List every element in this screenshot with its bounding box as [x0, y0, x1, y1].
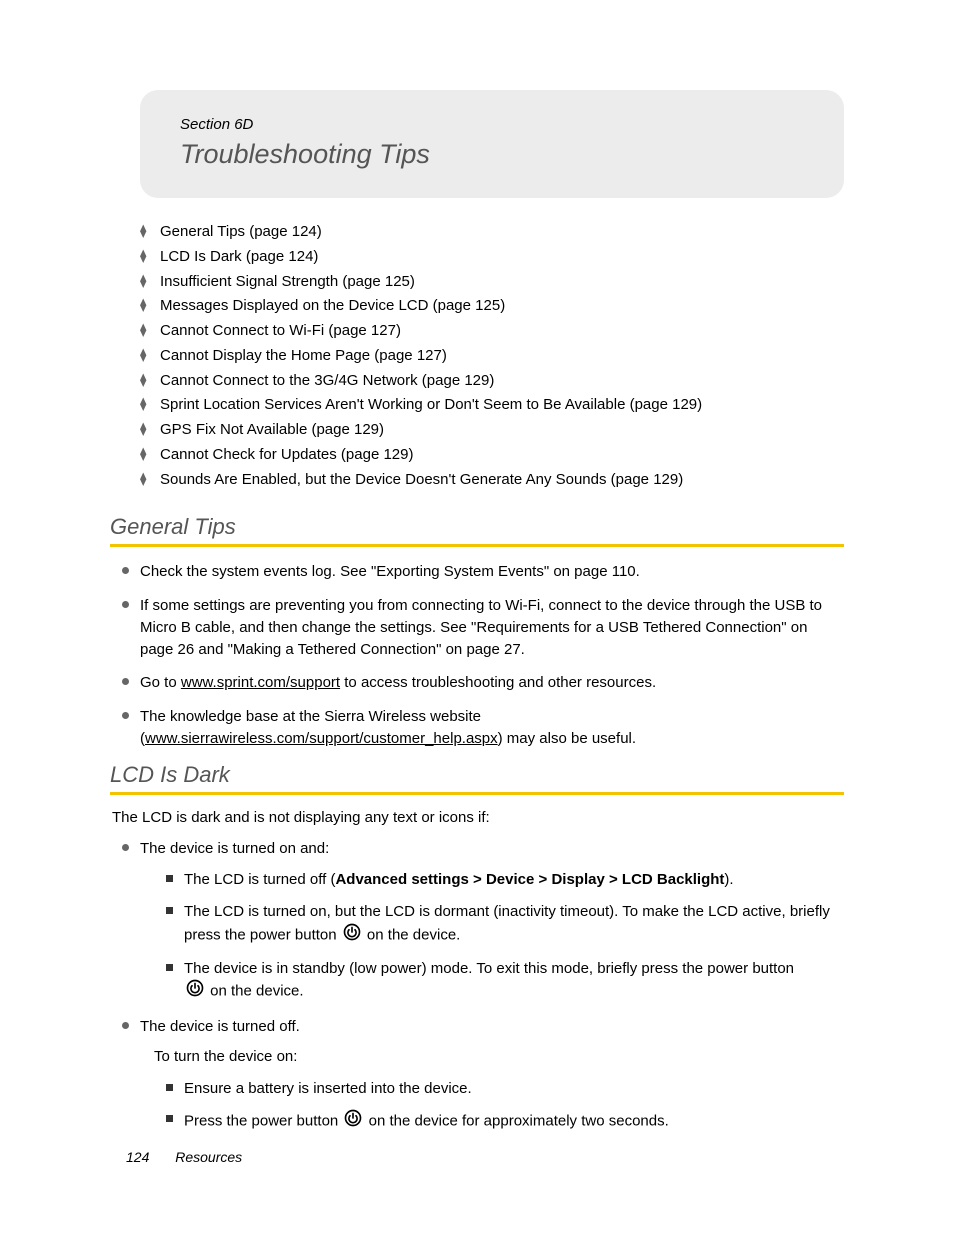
bold-text: Device — [486, 871, 534, 888]
text: The device is in standby (low power) mod… — [184, 960, 794, 977]
list-item: The LCD is turned off (Advanced settings… — [170, 869, 844, 891]
toc-item[interactable]: Cannot Connect to Wi-Fi (page 127) — [158, 319, 844, 344]
toc-item[interactable]: Cannot Display the Home Page (page 127) — [158, 344, 844, 369]
toc-item[interactable]: Messages Displayed on the Device LCD (pa… — [158, 294, 844, 319]
text: to access troubleshooting and other reso… — [340, 674, 656, 691]
toc-item[interactable]: GPS Fix Not Available (page 129) — [158, 418, 844, 443]
heading-general-tips: General Tips — [110, 514, 844, 547]
page-number: 124 — [126, 1149, 149, 1165]
toc-item[interactable]: Sprint Location Services Aren't Working … — [158, 393, 844, 418]
section-label: Section 6D — [180, 116, 804, 133]
text: Press the power button — [184, 1113, 342, 1130]
power-icon — [344, 1109, 362, 1134]
link-sierra-wireless[interactable]: www.sierrawireless.com/support/customer_… — [145, 730, 498, 747]
text: Go to — [140, 674, 181, 691]
text: The device is turned on and: — [140, 840, 329, 857]
list-item: Press the power button on the device for… — [170, 1109, 844, 1134]
section-header: Section 6D Troubleshooting Tips — [140, 90, 844, 198]
toc-item[interactable]: Sounds Are Enabled, but the Device Doesn… — [158, 468, 844, 493]
section-title: Troubleshooting Tips — [180, 139, 804, 170]
text: on the device. — [206, 983, 304, 1000]
lcd-off-intro: To turn the device on: — [154, 1046, 844, 1068]
text: The device is turned off. — [140, 1018, 300, 1035]
list-item: The knowledge base at the Sierra Wireles… — [126, 706, 844, 750]
bold-text: > — [534, 871, 551, 888]
general-tips-list: Check the system events log. See "Export… — [126, 561, 844, 749]
bold-text: LCD Backlight — [622, 871, 725, 888]
list-item: The device is turned on and: The LCD is … — [126, 838, 844, 1005]
toc-list: General Tips (page 124) LCD Is Dark (pag… — [158, 220, 844, 492]
bold-text: > — [469, 871, 486, 888]
text: ) may also be useful. — [498, 730, 636, 747]
lcd-off-sublist: Ensure a battery is inserted into the de… — [170, 1078, 844, 1135]
list-item: The LCD is turned on, but the LCD is dor… — [170, 901, 844, 948]
list-item: Ensure a battery is inserted into the de… — [170, 1078, 844, 1100]
list-item: If some settings are preventing you from… — [126, 595, 844, 660]
heading-lcd-dark: LCD Is Dark — [110, 762, 844, 795]
toc-item[interactable]: LCD Is Dark (page 124) — [158, 245, 844, 270]
text: The LCD is turned on, but the LCD is dor… — [184, 903, 830, 943]
toc-item[interactable]: General Tips (page 124) — [158, 220, 844, 245]
bold-text: Advanced settings — [335, 871, 468, 888]
text: on the device. — [363, 926, 461, 943]
page-footer: 124 Resources — [126, 1149, 242, 1165]
text: on the device for approximately two seco… — [364, 1113, 668, 1130]
toc-item[interactable]: Cannot Connect to the 3G/4G Network (pag… — [158, 369, 844, 394]
lcd-list: The device is turned on and: The LCD is … — [126, 838, 844, 1135]
toc-item[interactable]: Insufficient Signal Strength (page 125) — [158, 270, 844, 295]
lcd-intro: The LCD is dark and is not displaying an… — [112, 809, 844, 826]
lcd-on-sublist: The LCD is turned off (Advanced settings… — [170, 869, 844, 1004]
footer-label: Resources — [175, 1149, 242, 1165]
link-sprint-support[interactable]: www.sprint.com/support — [181, 674, 340, 691]
list-item: The device is turned off. To turn the de… — [126, 1016, 844, 1134]
text: The LCD is turned off ( — [184, 871, 335, 888]
list-item: Go to www.sprint.com/support to access t… — [126, 672, 844, 694]
text: ). — [724, 871, 733, 888]
power-icon — [186, 979, 204, 1004]
bold-text: > — [605, 871, 622, 888]
list-item: Check the system events log. See "Export… — [126, 561, 844, 583]
list-item: The device is in standby (low power) mod… — [170, 958, 844, 1005]
power-icon — [343, 923, 361, 948]
bold-text: Display — [551, 871, 604, 888]
toc-item[interactable]: Cannot Check for Updates (page 129) — [158, 443, 844, 468]
